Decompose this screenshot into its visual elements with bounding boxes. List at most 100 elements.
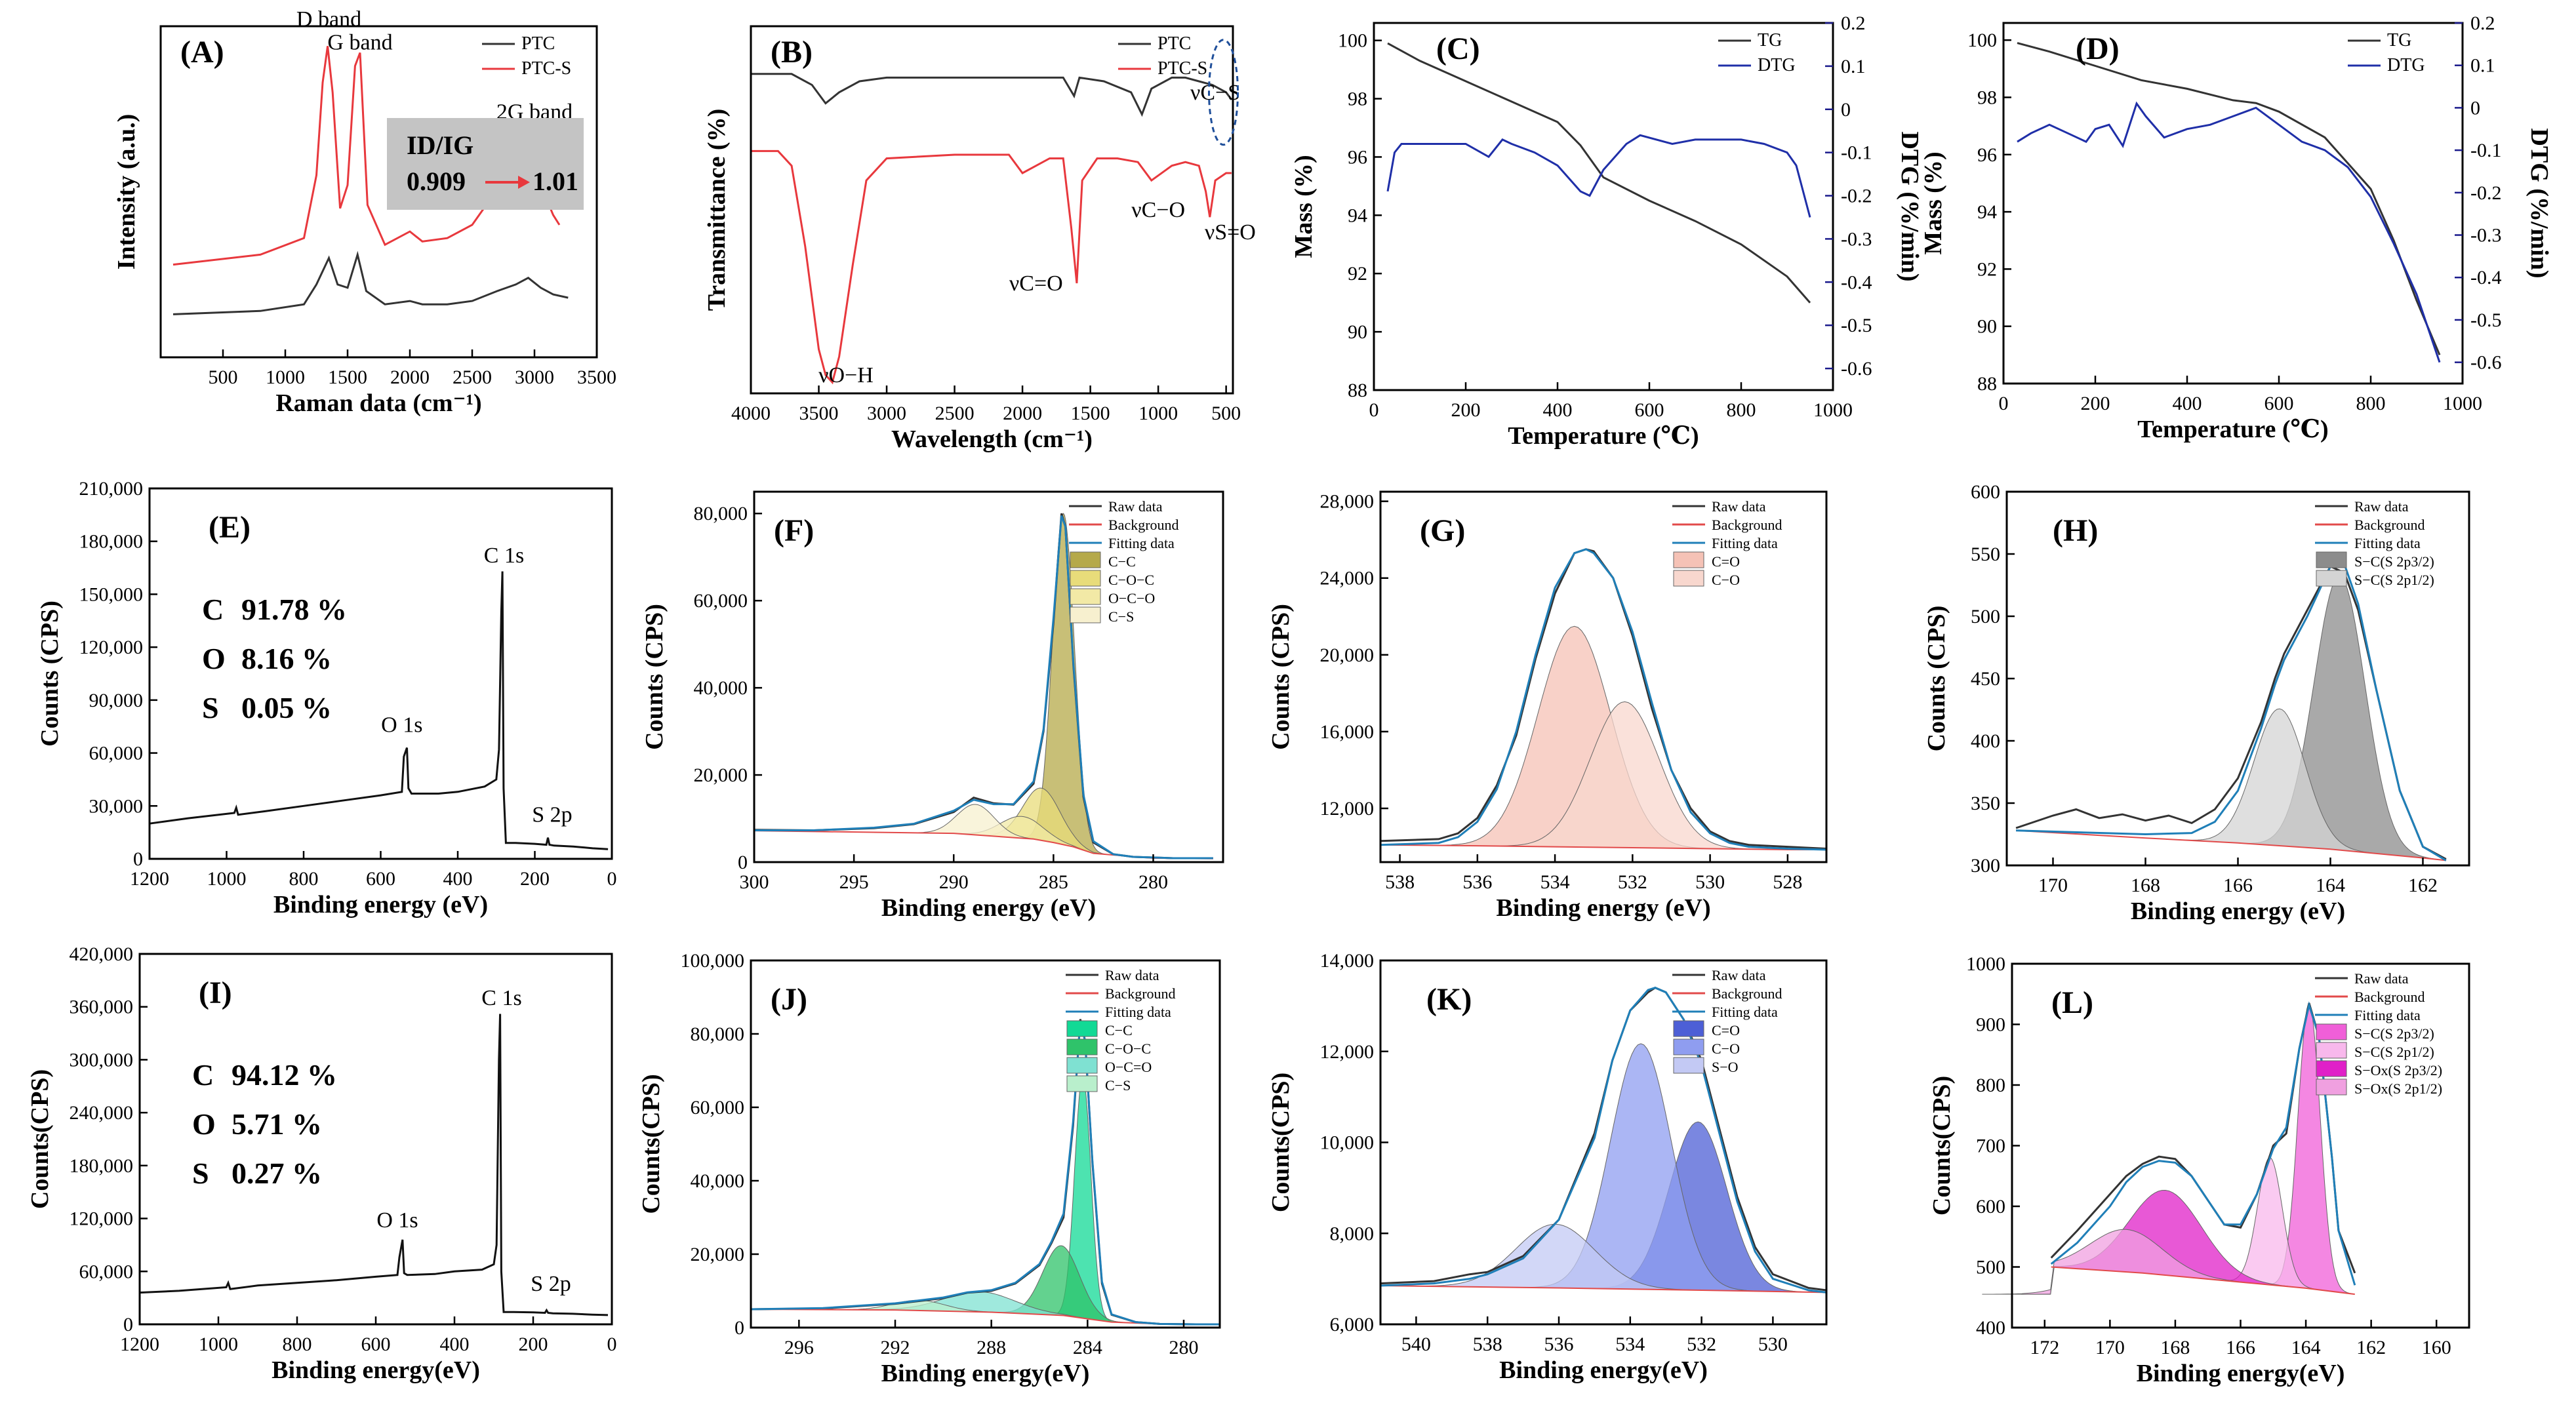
series-line-L-1 [2051,1266,2355,1295]
series-line-E-0 [149,571,609,850]
y-tick-label: 20,000 [691,1244,745,1265]
x-tick-label: 1000 [207,868,247,890]
x-axis-label: Binding energy (eV) [273,891,488,918]
y-tick-label: 600 [1971,481,2000,503]
legend-label: C−C [1105,1022,1133,1038]
x-tick-label: 500 [1211,403,1241,424]
x-tick-label: 2000 [1003,403,1042,424]
x-tick-label: 532 [1618,871,1647,893]
panel-A: 500 1000 1500 2000 2500 3000 3500 Raman data (c… [113,7,616,417]
legend-label: C−O [1712,1040,1740,1057]
x-tick-label: 170 [2095,1337,2125,1358]
y-tick-label: 120,000 [70,1208,134,1230]
x-tick-label: 288 [976,1337,1006,1358]
y-tick-label: 60,000 [691,1097,745,1118]
x-tick-label: 172 [2030,1337,2059,1358]
y-tick-label: 96 [1348,146,1367,168]
y-axis-label: Intensity (a.u.) [113,114,140,270]
panel-label: (A) [180,35,224,69]
panel-B: 4000 3500 3000 2500 2000 1500 1000 500 Wavelengt… [703,25,1256,453]
x-axis-label: Temperature (℃) [1508,422,1699,450]
panel-label: (G) [1420,513,1465,548]
y-tick-label: 60,000 [694,590,748,612]
y-tick-label: 30,000 [89,795,144,817]
x-tick-label: 534 [1615,1333,1645,1355]
x-tick-label: 166 [2226,1337,2255,1358]
legend-swatch-H-4 [2316,570,2347,587]
x-tick-label: 1000 [266,366,305,388]
legend-label: PTC-S [1157,58,1207,79]
x-tick-label: 2500 [935,403,975,424]
y-tick-label: 92 [1348,263,1367,285]
series-line-K-0 [1380,986,1827,1292]
legend-swatch-J-4 [1066,1038,1098,1056]
y-tick-label: 28,000 [1320,491,1375,513]
y2-tick-label: -0.2 [1841,186,1872,207]
series-line-G-0 [1380,548,1827,850]
y-axis-label: Counts(CPS) [26,1069,54,1209]
legend-label: Raw data [2354,498,2409,515]
peak-annotation: O 1s [381,713,422,737]
legend-label: Fitting data [1108,535,1175,551]
y-tick-label: 120,000 [79,637,144,658]
x-tick-label: 284 [1073,1337,1102,1358]
legend-swatch-K-3 [1673,1020,1704,1037]
y-tick-label: 100 [1338,30,1367,52]
legend-label: TG [1758,30,1782,50]
legend-swatch-L-5 [2316,1060,2347,1077]
x-tick-label: 500 [209,366,238,388]
y-tick-label: 12,000 [1320,1041,1375,1063]
composition-value: 94.12 % [231,1058,337,1092]
y-tick-label: 360,000 [70,997,134,1018]
x-tick-label: 2000 [390,366,430,388]
x-tick-label: 170 [2038,875,2068,896]
x-tick-label: 536 [1544,1333,1574,1355]
plot-frame-A [159,25,598,359]
x-tick-label: 164 [2316,875,2345,896]
legend-label: C−O−C [1105,1040,1151,1057]
series-line-K-2 [1380,987,1827,1294]
x-axis-label: Binding energy(eV) [272,1356,480,1384]
legend-label: C=O [1712,1022,1740,1038]
y2-tick-label: -0.3 [2470,225,2502,247]
x-tick-label: 295 [839,871,869,893]
y2-tick-label: 0.1 [2470,55,2495,77]
y-tick-label: 40,000 [694,677,748,699]
y-tick-label: 0 [123,1314,133,1335]
composition-value: 91.78 % [241,593,347,626]
y-tick-label: 900 [1976,1014,2005,1036]
x-tick-label: 1200 [120,1333,159,1355]
legend-label: Fitting data [2354,1007,2421,1023]
peak-annotation: νS=O [1205,220,1256,245]
legend-swatch-K-5 [1673,1057,1704,1074]
series-line-I-0 [139,1014,609,1316]
legend-label: Raw data [1712,967,1766,983]
x-tick-label: 600 [2264,393,2294,414]
peak-annotation: S 2p [531,1272,571,1296]
x-axis-label: Binding energy (eV) [2131,898,2345,925]
x-tick-label: 600 [361,1333,391,1355]
y-tick-label: 100,000 [681,950,745,972]
y-tick-label: 96 [1977,144,1997,166]
legend-swatch-F-6 [1070,606,1101,623]
y-tick-label: 92 [1977,258,1997,280]
legend-swatch-J-6 [1066,1075,1098,1092]
legend-swatch-F-4 [1070,570,1101,587]
x-tick-label: 530 [1758,1333,1788,1355]
legend-label: S−C(S 2p1/2) [2354,1044,2434,1060]
x-tick-label: 1500 [328,366,367,388]
peak-annotation: D band [296,7,361,31]
legend-label: Fitting data [1105,1004,1171,1020]
x-tick-label: 530 [1695,871,1725,893]
legend-swatch-K-4 [1673,1038,1704,1056]
legend-swatch-G-4 [1673,570,1704,587]
x-tick-label: 400 [443,868,473,890]
x-tick-label: 536 [1462,871,1492,893]
y-tick-label: 80,000 [694,503,748,524]
legend-label: Background [1712,985,1782,1002]
panel-F: 300 295 290 285 280 Binding energy (eV) 0 20,00… [641,490,1224,922]
x-tick-label: 160 [2422,1337,2451,1358]
panel-K: 540 538 536 534 532 530 Binding energy(eV) 6,00… [1267,950,1828,1384]
legend-label: C−O−C [1108,572,1154,588]
